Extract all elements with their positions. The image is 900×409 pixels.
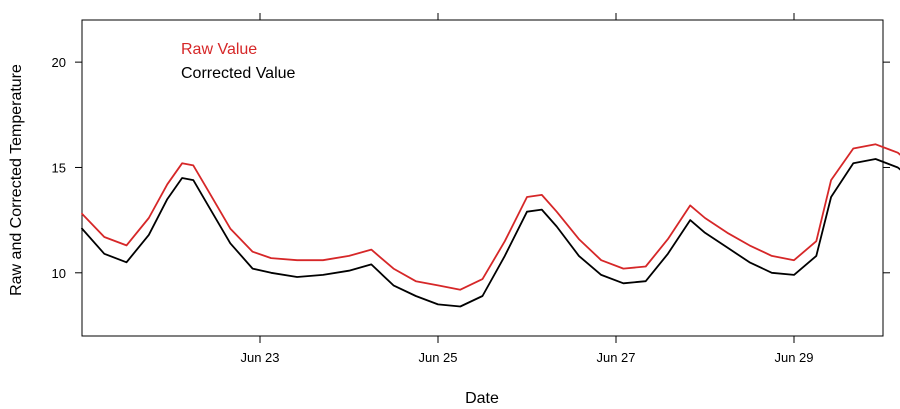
- plot-frame: [81, 19, 884, 337]
- x-tick-label: Jun 27: [596, 350, 635, 365]
- y-tick-label: 10: [52, 266, 66, 281]
- series-line-raw-value: [81, 143, 900, 291]
- x-tick-label: Jun 29: [774, 350, 813, 365]
- y-tick-label: 20: [52, 55, 66, 70]
- x-axis-label: Date: [465, 390, 499, 407]
- axis-ticks: Jun 23 Jun 25 Jun 27 Jun 29 10 15 20: [52, 13, 890, 365]
- series-lines: [81, 143, 900, 308]
- legend: Raw Value Corrected Value: [181, 41, 296, 82]
- legend-entry-corrected-value: Corrected Value: [181, 65, 296, 82]
- legend-entry-raw-value: Raw Value: [181, 41, 257, 58]
- x-tick-label: Jun 23: [240, 350, 279, 365]
- series-line-corrected-value: [81, 158, 900, 308]
- y-tick-label: 15: [52, 160, 66, 175]
- y-axis-label: Raw and Corrected Temperature: [8, 64, 25, 296]
- x-tick-label: Jun 25: [418, 350, 457, 365]
